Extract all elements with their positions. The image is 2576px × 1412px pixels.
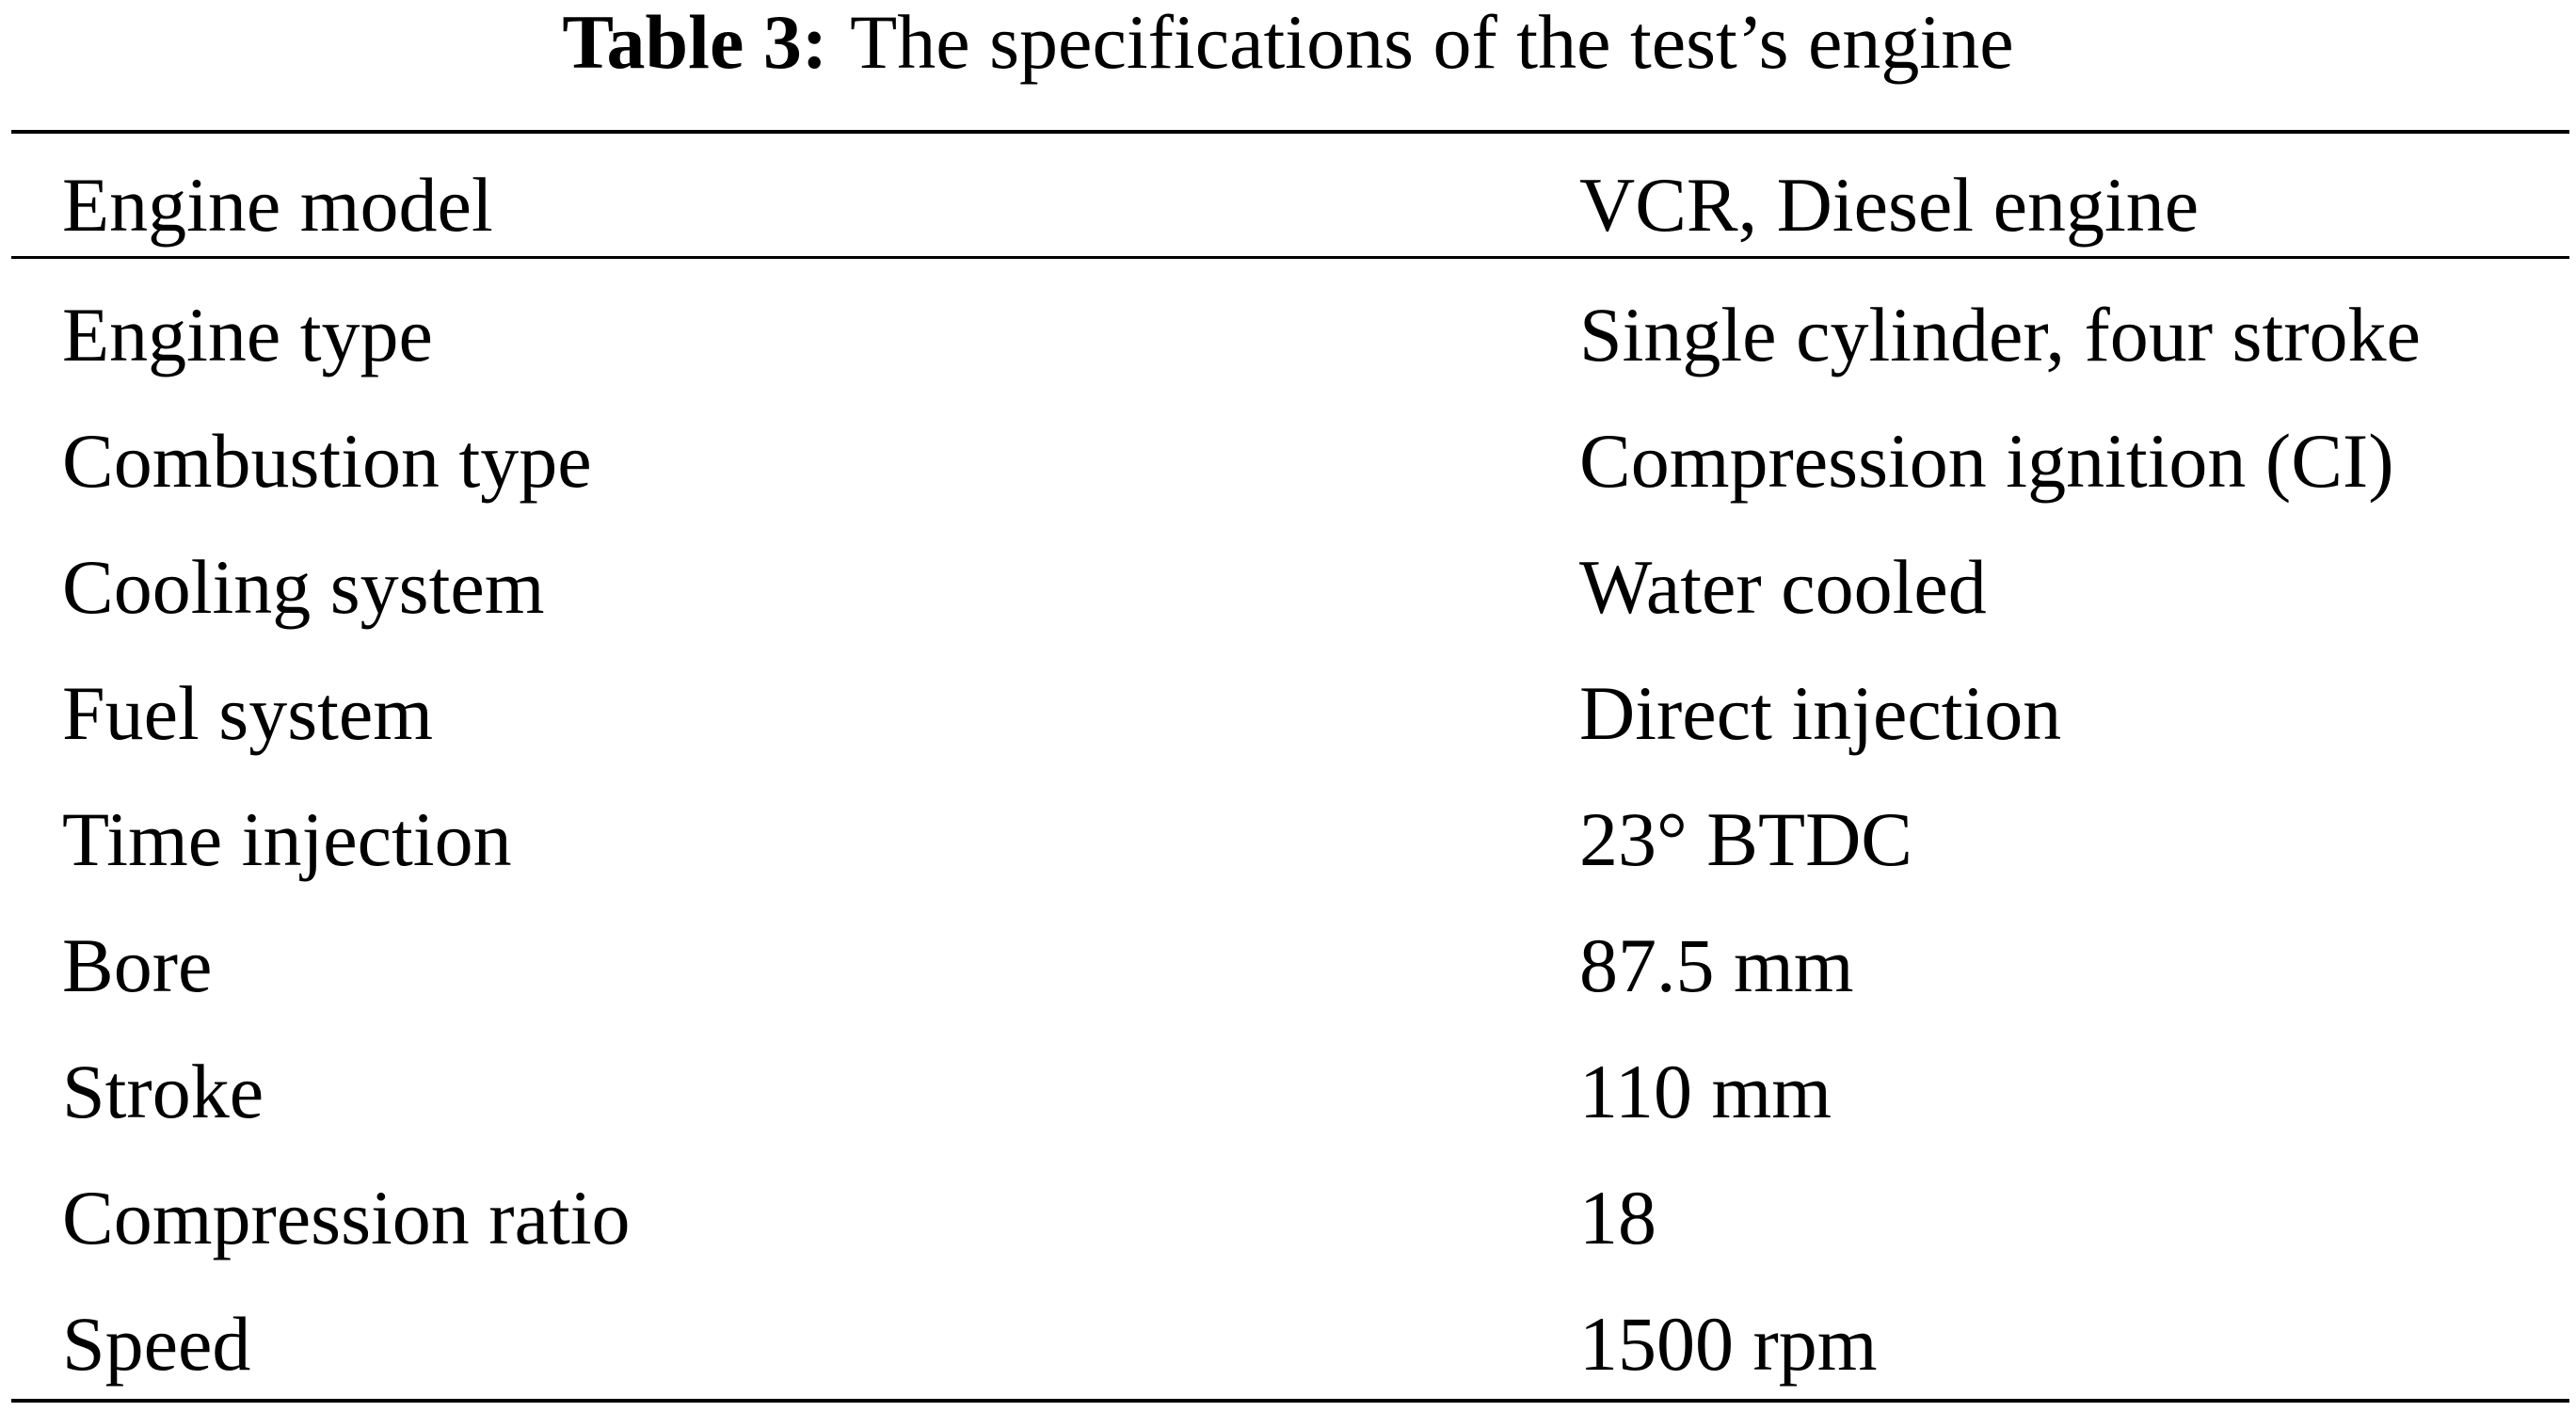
- row-label: Bore: [62, 923, 213, 1008]
- header-cell: VCR, Diesel engine: [1579, 162, 2200, 248]
- row-label: Combustion type: [62, 418, 592, 504]
- row-label: Time injection: [62, 796, 512, 882]
- row-value: Compression ignition (CI): [1579, 418, 2394, 504]
- row-label: Engine type: [62, 292, 433, 377]
- row-label: Stroke: [62, 1049, 264, 1134]
- row-label: Speed: [62, 1301, 251, 1387]
- bottom-rule: [11, 1399, 2569, 1403]
- header-cell: Engine model: [62, 162, 493, 248]
- row-value: 18: [1579, 1175, 1656, 1260]
- header-rule: [11, 256, 2569, 259]
- caption-title: The specifications of the test’s engine: [850, 0, 2014, 85]
- table-caption: Table 3: The specifications of the test’s…: [0, 4, 2576, 81]
- row-value: 23° BTDC: [1579, 796, 1912, 882]
- row-value: Single cylinder, four stroke: [1579, 292, 2421, 377]
- row-label: Cooling system: [62, 544, 545, 630]
- row-value: 1500 rpm: [1579, 1301, 1878, 1387]
- row-label: Compression ratio: [62, 1175, 631, 1260]
- row-value: 87.5 mm: [1579, 923, 1854, 1008]
- caption-label: Table 3:: [562, 0, 828, 85]
- row-value: Direct injection: [1579, 670, 2062, 756]
- row-label: Fuel system: [62, 670, 434, 756]
- top-rule: [11, 130, 2569, 134]
- row-value: 110 mm: [1579, 1049, 1832, 1134]
- row-value: Water cooled: [1579, 544, 1987, 630]
